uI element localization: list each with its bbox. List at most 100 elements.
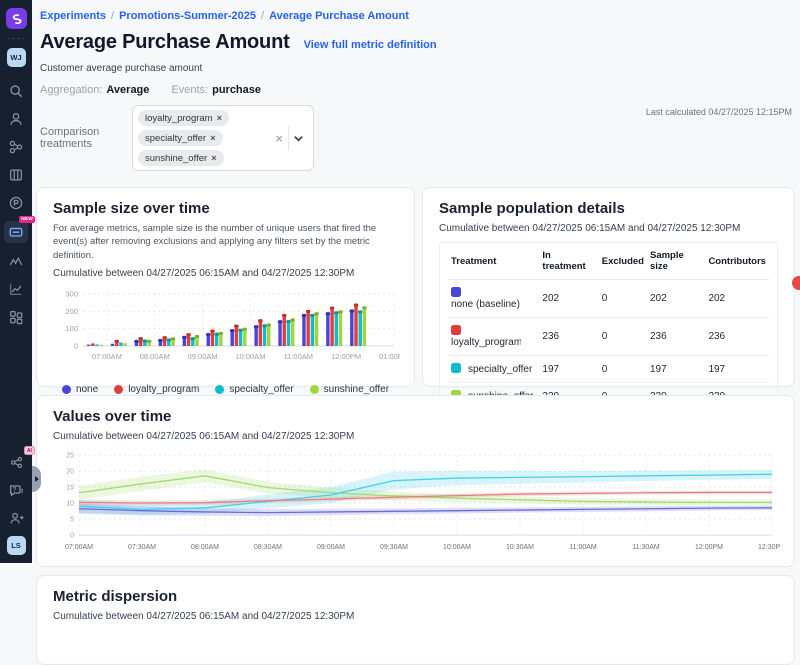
table-cell: 202: [539, 280, 598, 318]
sample-size-legend: none loyalty_program specialty_offer sunshi…: [53, 384, 398, 395]
chevron-right-icon: [35, 476, 39, 482]
page-title: Average Purchase Amount: [40, 31, 290, 54]
svg-text:25: 25: [66, 453, 74, 460]
dispersion-card: Metric dispersion Cumulative between 04/…: [36, 575, 795, 665]
treatment-name: loyalty_program: [451, 337, 521, 348]
breadcrumb-metric-name[interactable]: Average Purchase Amount: [269, 10, 409, 22]
legend-label: specialty_offer: [229, 384, 293, 395]
column-header: Excluded: [599, 243, 647, 280]
events-label: Events:: [171, 84, 208, 96]
svg-text:12:30PM: 12:30PM: [758, 544, 780, 551]
svg-text:10:30AM: 10:30AM: [506, 544, 534, 551]
chip-loyalty-program[interactable]: loyalty_program×: [138, 110, 229, 126]
legend-label: none: [76, 384, 98, 395]
feature-gates-icon[interactable]: [4, 165, 28, 185]
svg-text:10:00AM: 10:00AM: [443, 544, 471, 551]
breadcrumb-separator: /: [111, 10, 114, 22]
treatment-name: specialty_offer: [468, 364, 532, 375]
svg-text:07:30AM: 07:30AM: [128, 544, 156, 551]
remove-chip-icon[interactable]: ×: [217, 113, 223, 124]
last-calculated: Last calculated 04/27/2025 12:15PM: [646, 107, 792, 117]
apps-grid-icon[interactable]: [4, 307, 28, 327]
view-metric-definition-link[interactable]: View full metric definition: [304, 39, 437, 51]
table-row: none (baseline)2020202202: [448, 280, 769, 318]
svg-text:09:00AM: 09:00AM: [188, 352, 218, 361]
invite-user-icon[interactable]: [4, 508, 28, 528]
analytics-icon[interactable]: [4, 279, 28, 299]
values-title: Values over time: [53, 408, 778, 425]
legend-dot: [62, 385, 71, 394]
column-header: Sample size: [647, 243, 705, 280]
svg-text:10:00AM: 10:00AM: [235, 352, 265, 361]
svg-text:5: 5: [70, 517, 74, 524]
svg-text:0: 0: [70, 533, 74, 540]
column-header: In treatment: [539, 243, 598, 280]
values-cumulative: Cumulative between 04/27/2025 06:15AM an…: [53, 431, 778, 442]
table-row: loyalty_program2360236236: [448, 318, 769, 356]
dispersion-title: Metric dispersion: [53, 588, 778, 605]
svg-text:08:00AM: 08:00AM: [191, 544, 219, 551]
legend-item[interactable]: sunshine_offer: [310, 384, 389, 395]
svg-text:300: 300: [65, 289, 78, 298]
experiments-icon[interactable]: [4, 137, 28, 157]
legend-item[interactable]: none: [62, 384, 98, 395]
aggregation-value: Average: [106, 84, 149, 96]
clear-all-icon[interactable]: ×: [275, 131, 283, 146]
workspace-avatar[interactable]: WJ: [7, 48, 26, 67]
treatment-color-swatch: [451, 363, 461, 373]
ai-badge: AI: [24, 446, 35, 455]
users-icon[interactable]: [4, 109, 28, 129]
breadcrumb-separator: /: [261, 10, 264, 22]
values-chart: 051015202507:00AM07:30AM08:00AM08:30AM09…: [53, 449, 778, 561]
treatments-select[interactable]: loyalty_program× specialty_offer× sunshi…: [132, 105, 314, 171]
treatment-name: none (baseline): [451, 299, 520, 310]
svg-text:08:00AM: 08:00AM: [140, 352, 170, 361]
table-header-row: TreatmentIn treatmentExcludedSample size…: [448, 243, 769, 280]
sample-size-card: Sample size over time For average metric…: [36, 187, 415, 387]
statsig-logo-icon[interactable]: [6, 8, 27, 29]
clipped-notification-button[interactable]: [792, 276, 800, 290]
pulse-icon[interactable]: [4, 193, 28, 213]
holdouts-icon[interactable]: [4, 251, 28, 271]
svg-text:09:00AM: 09:00AM: [317, 544, 345, 551]
help-chat-icon[interactable]: ?: [4, 480, 28, 500]
remove-chip-icon[interactable]: ×: [210, 133, 216, 144]
svg-text:100: 100: [65, 324, 78, 333]
table-cell: 236: [705, 318, 769, 356]
svg-text:12:00PM: 12:00PM: [331, 352, 361, 361]
values-card: Values over time Cumulative between 04/2…: [36, 395, 795, 567]
population-title: Sample population details: [439, 200, 778, 217]
sample-size-description: For average metrics, sample size is the …: [53, 222, 398, 262]
legend-dot: [114, 385, 123, 394]
table-cell: 0: [599, 356, 647, 383]
table-cell: 202: [647, 280, 705, 318]
chip-sunshine-offer[interactable]: sunshine_offer×: [138, 150, 224, 166]
svg-text:01:00PM: 01:00PM: [379, 352, 400, 361]
legend-item[interactable]: loyalty_program: [114, 384, 199, 395]
table-cell: 197: [539, 356, 598, 383]
breadcrumb-experiment-name[interactable]: Promotions-Summer-2025: [119, 10, 256, 22]
aggregation-row: Aggregation:Average Events:purchase: [40, 84, 795, 96]
legend-item[interactable]: specialty_offer: [215, 384, 293, 395]
table-cell: 236: [647, 318, 705, 356]
svg-text:11:30AM: 11:30AM: [632, 544, 660, 551]
new-badge: NEW: [19, 216, 35, 223]
table-cell: 0: [599, 318, 647, 356]
table-cell: 202: [705, 280, 769, 318]
table-cell: 197: [705, 356, 769, 383]
metric-description: Customer average purchase amount: [40, 63, 795, 74]
legend-dot: [310, 385, 319, 394]
population-card: Sample population details Cumulative bet…: [422, 187, 795, 387]
metrics-icon[interactable]: NEW: [4, 221, 28, 243]
sample-size-cumulative: Cumulative between 04/27/2025 06:15AM an…: [53, 268, 398, 279]
remove-chip-icon[interactable]: ×: [211, 153, 217, 164]
chip-specialty-offer[interactable]: specialty_offer×: [138, 130, 223, 146]
table-cell: 0: [599, 280, 647, 318]
ai-assistant-icon[interactable]: AI: [4, 452, 28, 472]
svg-text:0: 0: [74, 341, 78, 350]
search-icon[interactable]: [4, 81, 28, 101]
breadcrumb-experiments[interactable]: Experiments: [40, 10, 106, 22]
main-content: Experiments / Promotions-Summer-2025 / A…: [32, 0, 800, 563]
chevron-down-icon[interactable]: [293, 133, 304, 144]
user-avatar[interactable]: LS: [7, 536, 26, 555]
